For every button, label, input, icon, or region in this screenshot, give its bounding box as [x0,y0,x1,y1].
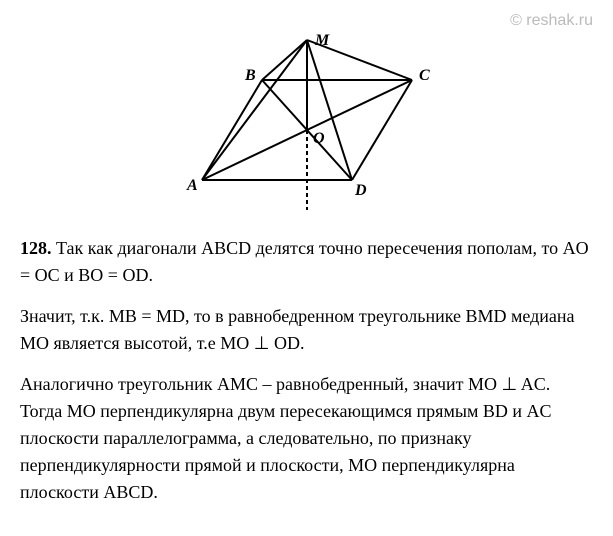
problem-number: 128. [20,238,52,258]
p2-end: . [300,333,305,353]
svg-text:C: C [419,67,430,84]
paragraph-2: Значит, т.к. MB = MD, то в равнобедренно… [20,303,593,357]
p2-math: MO ⊥ OD [220,333,300,353]
watermark: © reshak.ru [510,12,593,30]
paragraph-1: 128. Так как диагонали ABCD делятся точн… [20,235,593,289]
solution-text: 128. Так как диагонали ABCD делятся точн… [20,235,593,506]
p3-math: MO ⊥ AC [468,374,546,394]
svg-text:M: M [314,32,330,49]
svg-text:D: D [354,182,367,199]
p1-text: Так как диагонали ABCD делятся точно пер… [20,238,589,285]
paragraph-3: Аналогично треугольник AMC – равнобедрен… [20,371,593,506]
svg-text:B: B [244,67,256,84]
svg-text:A: A [186,177,198,194]
p3a-text: Аналогично треугольник AMC – равнобедрен… [20,374,468,394]
geometry-diagram: A B C D M O [167,25,447,215]
svg-text:O: O [313,130,325,147]
